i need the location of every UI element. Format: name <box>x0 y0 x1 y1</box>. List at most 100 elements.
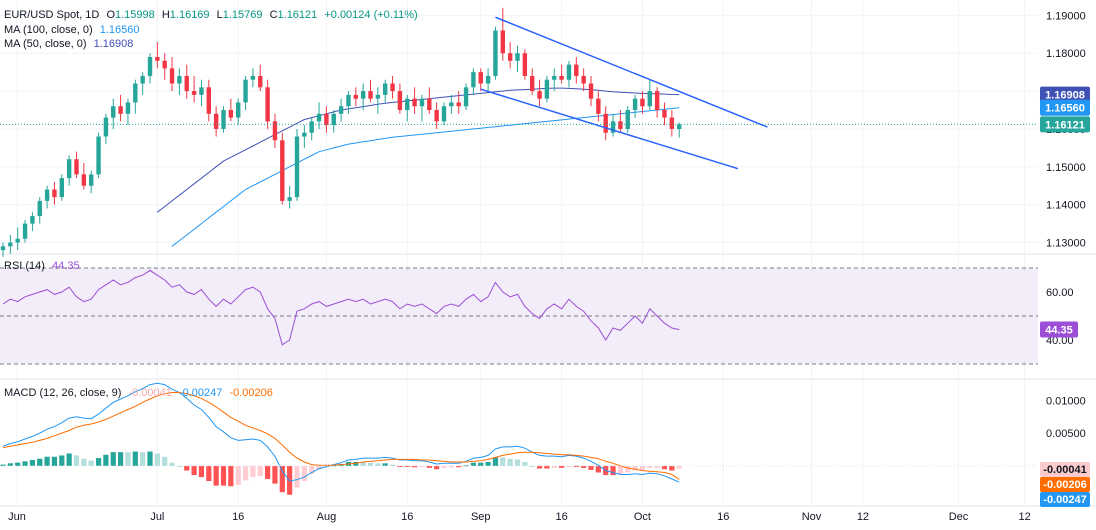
macd-histogram-bar[interactable] <box>66 453 72 466</box>
candle-body[interactable] <box>485 75 491 84</box>
candle[interactable] <box>618 110 623 133</box>
candle[interactable] <box>471 68 476 95</box>
channel-upper-trendline[interactable] <box>495 16 768 128</box>
macd-histogram-bar[interactable] <box>507 458 513 466</box>
candle[interactable] <box>669 110 675 137</box>
candle-body[interactable] <box>677 124 682 130</box>
candle-body[interactable] <box>15 238 20 243</box>
macd-histogram-bar[interactable] <box>110 452 116 466</box>
candle-body[interactable] <box>74 159 79 175</box>
candle[interactable] <box>493 26 498 80</box>
candle[interactable] <box>515 45 520 73</box>
candle-body[interactable] <box>412 98 417 107</box>
channel-lower-trendline[interactable] <box>480 88 739 170</box>
symbol-label[interactable]: EUR/USD Spot, 1D <box>4 9 100 21</box>
candle-body[interactable] <box>272 121 278 141</box>
candle-body[interactable] <box>603 113 608 133</box>
macd-histogram-bar[interactable] <box>88 460 94 466</box>
candle-body[interactable] <box>169 68 175 84</box>
candle-body[interactable] <box>265 87 270 122</box>
candle-body[interactable] <box>30 216 35 224</box>
candle[interactable] <box>588 75 594 107</box>
candle[interactable] <box>258 64 263 92</box>
macd-histogram-bar[interactable] <box>529 465 535 467</box>
macd-histogram-bar[interactable] <box>426 465 432 468</box>
candle[interactable] <box>184 64 189 99</box>
candle[interactable] <box>22 219 28 243</box>
macd-histogram-bar[interactable] <box>360 462 366 466</box>
candle[interactable] <box>30 212 35 232</box>
macd-histogram-bar[interactable] <box>412 465 418 468</box>
candle-body[interactable] <box>125 102 131 114</box>
ma100-legend[interactable]: MA (100, close, 0) 1.16560 <box>4 23 143 37</box>
candle[interactable] <box>133 79 138 114</box>
candle[interactable] <box>507 41 513 69</box>
macd-histogram-bar[interactable] <box>669 465 675 471</box>
candle-body[interactable] <box>89 174 94 186</box>
candle[interactable] <box>427 87 432 114</box>
macd-histogram-bar[interactable] <box>500 457 506 466</box>
candle[interactable] <box>140 72 145 95</box>
macd-histogram-bar[interactable] <box>140 452 146 466</box>
macd-histogram-bar[interactable] <box>272 465 278 484</box>
candle-body[interactable] <box>588 83 594 99</box>
candle[interactable] <box>530 68 535 95</box>
candle[interactable] <box>272 113 278 148</box>
candle-body[interactable] <box>0 246 6 251</box>
candle[interactable] <box>677 122 682 138</box>
macd-histogram-bar[interactable] <box>206 465 212 482</box>
candle[interactable] <box>360 83 366 111</box>
candle[interactable] <box>228 98 234 122</box>
candle-body[interactable] <box>287 197 292 201</box>
macd-histogram-bar[interactable] <box>581 465 587 468</box>
macd-histogram-bar[interactable] <box>37 458 43 466</box>
candle-body[interactable] <box>478 72 483 84</box>
macd-histogram-bar[interactable] <box>382 463 388 466</box>
candle[interactable] <box>302 125 307 148</box>
macd-histogram-bar[interactable] <box>228 465 234 487</box>
candle-body[interactable] <box>243 79 248 103</box>
macd-histogram-bar[interactable] <box>639 465 646 470</box>
candle-body[interactable] <box>530 75 535 92</box>
candle-body[interactable] <box>537 91 542 99</box>
macd-histogram-bar[interactable] <box>632 465 638 471</box>
candle-body[interactable] <box>544 79 550 99</box>
candle-body[interactable] <box>427 98 432 111</box>
candle[interactable] <box>44 185 50 209</box>
candle-body[interactable] <box>280 140 285 201</box>
macd-histogram-bar[interactable] <box>15 462 21 466</box>
macd-legend[interactable]: MACD (12, 26, close, 9) -0.00041 -0.0024… <box>4 386 277 400</box>
macd-histogram-bar[interactable] <box>617 465 623 475</box>
candle[interactable] <box>309 117 314 141</box>
candle-body[interactable] <box>331 113 336 126</box>
candle[interactable] <box>390 75 395 99</box>
candle-body[interactable] <box>463 87 469 107</box>
macd-histogram-bar[interactable] <box>544 465 550 469</box>
macd-histogram-bar[interactable] <box>551 465 557 468</box>
candle[interactable] <box>147 53 153 84</box>
candle-body[interactable] <box>368 91 373 99</box>
candle-body[interactable] <box>140 75 145 84</box>
candle-body[interactable] <box>177 75 182 84</box>
candle[interactable] <box>81 163 87 190</box>
candle[interactable] <box>59 174 64 201</box>
candle-body[interactable] <box>441 106 447 122</box>
macd-histogram-bar[interactable] <box>154 453 160 466</box>
candle-body[interactable] <box>574 64 579 76</box>
candle[interactable] <box>331 110 336 133</box>
macd-histogram-bar[interactable] <box>625 465 631 473</box>
candle[interactable] <box>287 185 292 209</box>
candle-body[interactable] <box>118 106 123 114</box>
macd-histogram-bar[interactable] <box>279 465 285 493</box>
candle[interactable] <box>566 60 572 88</box>
candle[interactable] <box>610 113 616 137</box>
candle[interactable] <box>236 98 241 126</box>
candle[interactable] <box>316 102 322 129</box>
candle[interactable] <box>419 94 425 122</box>
candle-body[interactable] <box>566 64 572 80</box>
candle[interactable] <box>522 49 528 80</box>
macd-histogram-bar[interactable] <box>485 462 491 466</box>
candle[interactable] <box>15 227 20 251</box>
macd-histogram-bar[interactable] <box>301 465 307 482</box>
